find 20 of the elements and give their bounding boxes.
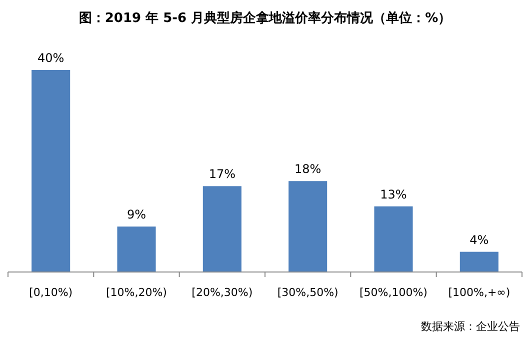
data-label: 13% — [380, 187, 407, 202]
data-label: 18% — [294, 162, 322, 176]
chart-title: 图：2019 年 5-6 月典型房企拿地溢价率分布情况（单位：%） — [78, 10, 452, 26]
x-tick-label: [100%,+∞) — [448, 286, 510, 299]
bar — [32, 70, 70, 272]
bar — [460, 252, 498, 272]
data-label: 4% — [470, 232, 489, 247]
bar — [374, 206, 413, 272]
bar — [288, 181, 328, 272]
source-note: 数据来源：企业公告 — [421, 320, 520, 333]
x-tick-label: [0,10%) — [29, 286, 73, 299]
x-tick-label: [50%,100%) — [360, 286, 428, 299]
data-label: 40% — [37, 51, 64, 65]
x-tick-label: [20%,30%) — [192, 286, 253, 299]
bar — [117, 226, 156, 272]
x-tick-label: [10%,20%) — [106, 286, 167, 299]
bar — [202, 186, 242, 272]
data-label: 9% — [126, 208, 146, 222]
data-label: 17% — [208, 167, 236, 182]
x-tick-label: [30%,50%) — [277, 286, 338, 299]
